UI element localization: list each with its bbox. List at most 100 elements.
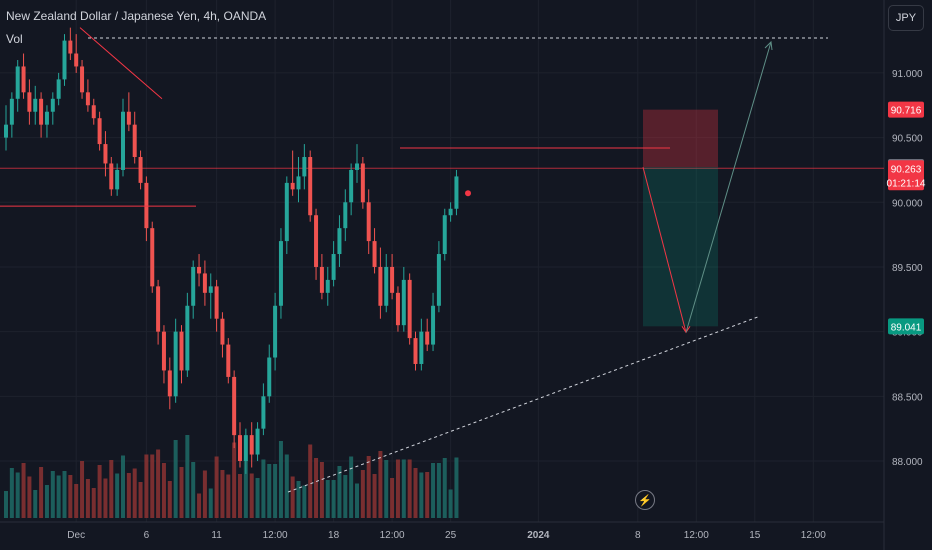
time-tick-label: 12:00 xyxy=(263,530,288,541)
candle-body xyxy=(360,163,365,203)
candle-body xyxy=(401,279,406,326)
volume-bar xyxy=(144,454,149,518)
chart-grid xyxy=(0,0,885,550)
candle-body xyxy=(173,331,178,397)
trend-drawings[interactable] xyxy=(0,27,773,493)
volume-bar xyxy=(360,470,365,518)
take-profit-zone xyxy=(643,167,718,327)
candle-body xyxy=(284,182,289,242)
volume-bar xyxy=(243,460,248,518)
candle-body xyxy=(442,215,447,255)
volume-bar xyxy=(419,472,424,518)
candle-body xyxy=(15,66,20,99)
short-position-tool[interactable] xyxy=(643,109,718,327)
ascending-support-line xyxy=(287,315,761,493)
volume-bar xyxy=(179,467,184,518)
candle-body xyxy=(161,331,166,371)
volume-bar xyxy=(138,482,143,518)
volume-bar xyxy=(378,451,383,518)
candle-body xyxy=(372,241,377,267)
volume-bar xyxy=(401,459,406,518)
candle-body xyxy=(314,215,319,267)
symbol-title: New Zealand Dollar / Japanese Yen, 4h, O… xyxy=(6,9,267,23)
time-axis[interactable]: Dec 6 11 12:00 18 12:00 25 2024 8 12:00 15 12:00 xyxy=(67,530,826,541)
candle-body xyxy=(126,111,131,125)
currency-button[interactable]: JPY xyxy=(888,5,924,31)
candle-body xyxy=(395,292,400,326)
volume-bars xyxy=(4,435,459,518)
candle-body xyxy=(431,305,436,345)
volume-bar xyxy=(150,454,155,518)
candle-body xyxy=(302,157,307,177)
candle-body xyxy=(4,124,8,138)
volume-bar xyxy=(214,456,219,518)
price-label-box xyxy=(888,318,924,335)
candle-body xyxy=(56,79,61,99)
time-tick-label: 12:00 xyxy=(684,530,709,541)
volume-bar xyxy=(308,444,313,518)
time-tick-label: Dec xyxy=(67,530,85,541)
time-tick-label: 8 xyxy=(635,530,641,541)
down-projection-arrow xyxy=(642,166,687,333)
flash-icon[interactable]: ⚡ xyxy=(635,490,655,510)
volume-bar xyxy=(366,456,371,518)
volume-bar xyxy=(302,485,307,518)
candle-body xyxy=(425,331,430,345)
time-tick-label: 11 xyxy=(211,530,222,541)
price-label-value: 89.041 xyxy=(891,322,922,333)
time-tick-label: 6 xyxy=(144,530,150,541)
volume-bar xyxy=(33,490,38,518)
volume-bar xyxy=(220,470,225,518)
price-tick-label: 89.500 xyxy=(892,263,923,274)
volume-bar xyxy=(343,475,348,518)
volume-bar xyxy=(68,475,73,518)
volume-bar xyxy=(27,476,32,518)
volume-bar xyxy=(191,462,196,518)
price-tick-label: 88.000 xyxy=(892,457,923,468)
volume-bar xyxy=(97,465,102,518)
volume-bar xyxy=(372,474,377,518)
volume-bar xyxy=(4,491,8,518)
candle-body xyxy=(27,92,32,112)
volume-bar xyxy=(21,463,26,518)
volume-bar xyxy=(319,462,324,518)
candle-body xyxy=(419,331,424,364)
candle-body xyxy=(85,92,90,106)
candle-body xyxy=(226,344,231,377)
candle-body xyxy=(384,266,389,306)
volume-bar xyxy=(448,489,453,518)
volume-bar xyxy=(202,470,207,518)
candle-body xyxy=(214,286,219,319)
candle-body xyxy=(50,98,55,112)
volume-bar xyxy=(85,479,90,518)
volume-bar xyxy=(255,478,260,518)
price-axis[interactable]: 91.00090.50090.00089.50089.00088.50088.0… xyxy=(892,69,923,468)
volume-bar xyxy=(384,460,389,518)
candle-body xyxy=(68,40,73,54)
volume-bar xyxy=(161,463,166,518)
candle-body xyxy=(413,338,418,364)
volume-bar xyxy=(80,461,85,518)
descending-trendline xyxy=(79,27,163,100)
candle-body xyxy=(249,435,254,455)
candle-body xyxy=(366,202,371,242)
candle-body xyxy=(138,157,143,183)
price-tick-label: 88.500 xyxy=(892,392,923,403)
candle-body xyxy=(337,228,342,255)
candle-body xyxy=(331,254,336,280)
candle-body xyxy=(150,228,155,287)
candle-body xyxy=(62,40,67,80)
candle-body xyxy=(308,157,313,216)
time-tick-label: 12:00 xyxy=(801,530,826,541)
candle-body xyxy=(103,144,108,164)
candle-body xyxy=(208,286,213,293)
time-tick-label: 12:00 xyxy=(380,530,405,541)
candle-body xyxy=(390,266,395,293)
volume-bar xyxy=(261,459,266,518)
candle-body xyxy=(273,305,278,358)
volume-bar xyxy=(232,442,237,518)
volume-bar xyxy=(413,468,418,518)
candle-body xyxy=(132,124,137,158)
candle-body xyxy=(454,176,459,209)
